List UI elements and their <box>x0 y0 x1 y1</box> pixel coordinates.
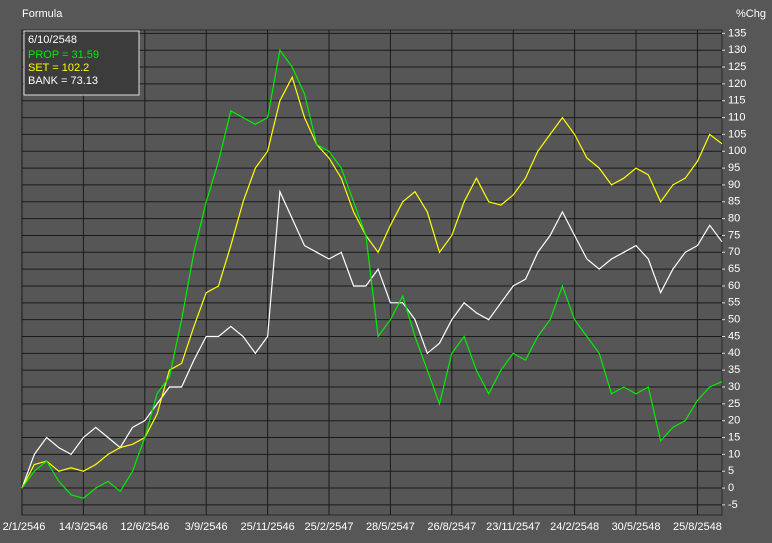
legend-entry: BANK = 73.13 <box>28 75 98 87</box>
y-tick-label: 15 <box>728 431 740 443</box>
y-tick-label: 25 <box>728 398 740 410</box>
legend-box <box>23 30 140 96</box>
y-tick-label: 135 <box>728 27 746 39</box>
x-tick-label: 28/5/2547 <box>366 521 415 533</box>
y-tick-label: -5 <box>728 499 738 511</box>
y-tick-label: 45 <box>728 330 740 342</box>
y-tick-label: 85 <box>728 196 740 208</box>
y-tick-label: 55 <box>728 297 740 309</box>
y-tick-label: 30 <box>728 381 740 393</box>
x-tick-label: 25/2/2547 <box>305 521 354 533</box>
y-tick-label: 125 <box>728 61 746 73</box>
x-tick-label: 2/1/2546 <box>3 521 46 533</box>
lines <box>21 48 723 499</box>
y-tick-label: 110 <box>728 111 746 123</box>
y-axis-label: %Chg <box>736 8 766 20</box>
series-line <box>21 189 723 489</box>
x-tick-label: 14/3/2546 <box>59 521 108 533</box>
x-tick-label: 26/8/2547 <box>427 521 476 533</box>
y-tick-label: 95 <box>728 162 740 174</box>
series-line <box>21 75 723 489</box>
x-tick-label: 25/8/2548 <box>673 521 722 533</box>
grid <box>21 30 722 515</box>
legend-title: 6/10/2548 <box>28 34 77 46</box>
plot-area <box>21 29 723 516</box>
x-tick-label: 12/6/2546 <box>120 521 169 533</box>
y-tick-label: 70 <box>728 246 740 258</box>
x-tick-label: 30/5/2548 <box>612 521 661 533</box>
y-tick-label: 90 <box>728 179 740 191</box>
x-tick-label: 23/11/2547 <box>486 521 540 533</box>
y-tick-label: 120 <box>728 78 746 90</box>
chart-title: Formula <box>22 8 63 20</box>
y-tick-label: 35 <box>728 364 740 376</box>
y-tick-label: 65 <box>728 263 740 275</box>
y-tick-label: 0 <box>728 482 734 494</box>
x-tick-label: 3/9/2546 <box>185 521 228 533</box>
series-line <box>21 48 723 499</box>
y-tick-label: 100 <box>728 145 746 157</box>
y-tick-label: 115 <box>728 95 746 107</box>
x-tick-label: 25/11/2546 <box>240 521 294 533</box>
y-tick-label: 80 <box>728 213 740 225</box>
y-tick-label: 75 <box>728 229 740 241</box>
y-tick-label: 40 <box>728 347 740 359</box>
y-tick-label: 105 <box>728 128 746 140</box>
legend-entry: SET = 102.2 <box>28 62 89 74</box>
x-tick-label: 24/2/2548 <box>550 521 599 533</box>
legend-entry: PROP = 31.59 <box>28 49 99 61</box>
y-tick-label: 10 <box>728 448 740 460</box>
y-tick-label: 20 <box>728 415 740 427</box>
y-tick-label: 5 <box>728 465 734 477</box>
y-tick-label: 130 <box>728 44 746 56</box>
y-tick-label: 60 <box>728 280 740 292</box>
y-tick-label: 50 <box>728 314 740 326</box>
